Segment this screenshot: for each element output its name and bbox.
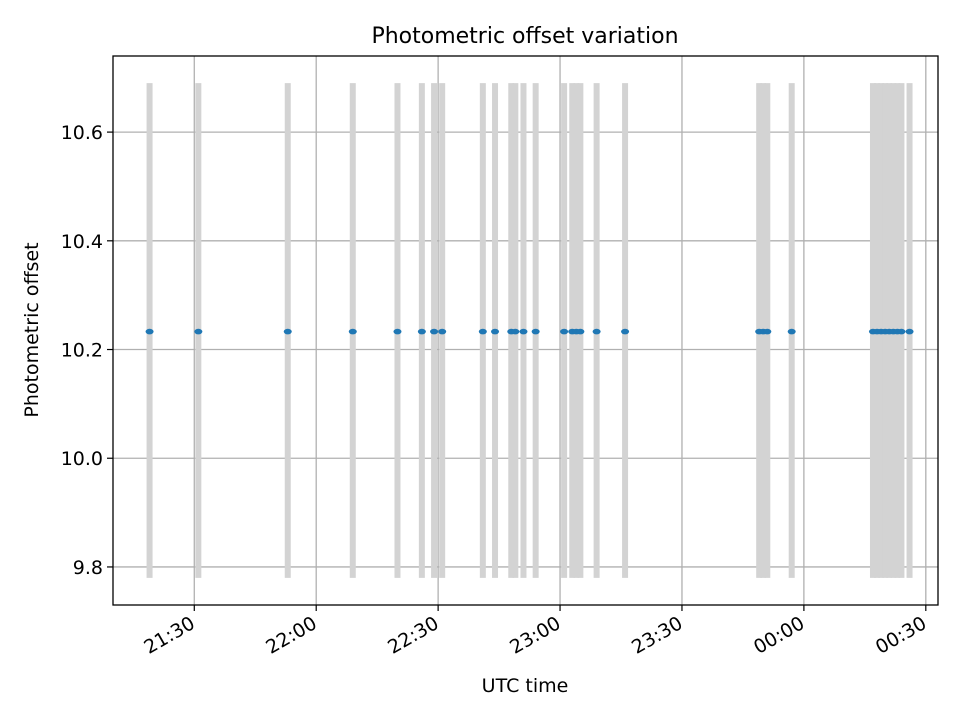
data-point [417, 328, 426, 335]
y-tick-label: 10.6 [61, 122, 103, 144]
data-point [491, 328, 500, 335]
data-point [511, 328, 520, 335]
data-point [430, 328, 439, 335]
x-tick-label: 23:30 [628, 612, 686, 658]
x-tick-label: 22:30 [384, 612, 442, 658]
data-point [393, 328, 402, 335]
data-point [348, 328, 357, 335]
data-point [592, 328, 601, 335]
x-tick-label: 00:30 [872, 612, 930, 658]
x-tick-label: 00:00 [750, 612, 808, 658]
error-bars [146, 83, 913, 578]
x-tick-label: 21:30 [140, 612, 198, 658]
plot-area-frame [112, 55, 939, 606]
data-point [194, 328, 203, 335]
data-point [145, 328, 154, 335]
data-point [787, 328, 796, 335]
data-points [145, 328, 914, 335]
y-tick-label: 10.4 [61, 231, 103, 253]
y-tick-label: 10.0 [61, 448, 103, 470]
x-tick-label: 22:00 [262, 612, 320, 658]
data-point [438, 328, 447, 335]
y-tick-label: 9.8 [73, 557, 103, 579]
x-axis-ticks: 21:30 22:00 22:30 23:00 23:30 00:00 00:30 [140, 605, 930, 659]
x-tick-label: 23:00 [506, 612, 564, 658]
data-point [621, 328, 630, 335]
data-point [576, 328, 585, 335]
chart-title: Photometric offset variation [371, 24, 678, 49]
y-tick-label: 10.2 [61, 340, 103, 362]
data-point [531, 328, 540, 335]
data-point [519, 328, 528, 335]
y-axis-label: Photometric offset [21, 242, 43, 417]
data-point [478, 328, 487, 335]
x-axis-label: UTC time [482, 675, 569, 697]
data-point [763, 328, 772, 335]
y-axis-ticks: 9.8 10.0 10.2 10.4 10.6 [61, 122, 113, 579]
data-point [283, 328, 292, 335]
data-point [560, 328, 569, 335]
data-point [905, 328, 914, 335]
data-point [897, 328, 906, 335]
